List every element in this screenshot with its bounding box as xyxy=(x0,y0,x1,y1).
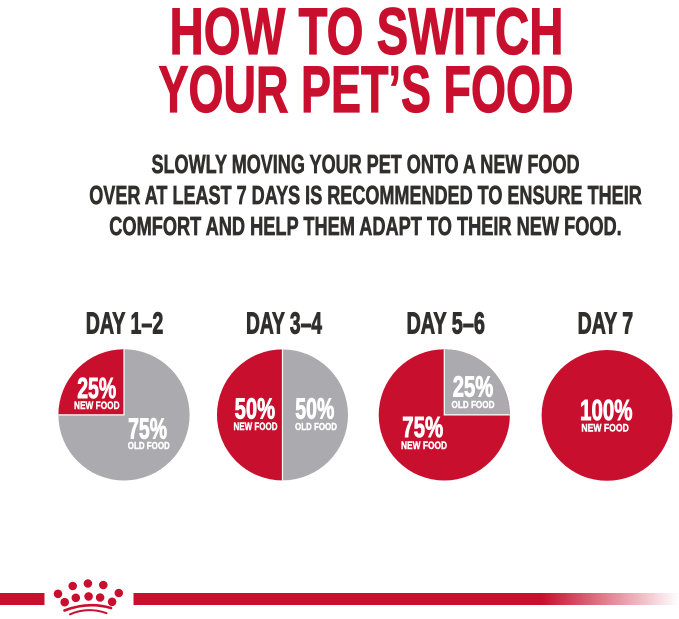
svg-text:DAY 5–6: DAY 5–6 xyxy=(406,307,485,341)
svg-text:OLD FOOD: OLD FOOD xyxy=(295,421,337,433)
svg-text:50%: 50% xyxy=(235,393,276,425)
svg-text:100%: 100% xyxy=(580,395,633,427)
svg-text:HOW TO SWITCH: HOW TO SWITCH xyxy=(170,0,564,68)
svg-text:SLOWLY MOVING YOUR PET ONTO A: SLOWLY MOVING YOUR PET ONTO A NEW FOOD xyxy=(152,149,580,179)
svg-text:DAY 1–2: DAY 1–2 xyxy=(86,307,164,341)
svg-text:COMFORT AND HELP THEM ADAPT TO: COMFORT AND HELP THEM ADAPT TO THEIR NEW… xyxy=(109,211,621,241)
svg-text:OLD FOOD: OLD FOOD xyxy=(452,399,495,411)
svg-text:DAY 3–4: DAY 3–4 xyxy=(246,307,322,341)
svg-text:OLD FOOD: OLD FOOD xyxy=(128,440,170,452)
svg-text:NEW FOOD: NEW FOOD xyxy=(74,400,120,412)
svg-text:75%: 75% xyxy=(402,412,443,444)
svg-text:DAY 7: DAY 7 xyxy=(578,307,634,341)
svg-text:25%: 25% xyxy=(77,373,116,405)
svg-text:75%: 75% xyxy=(128,414,167,446)
svg-text:NEW FOOD: NEW FOOD xyxy=(581,422,629,434)
svg-text:25%: 25% xyxy=(453,371,494,403)
svg-text:OVER AT LEAST 7 DAYS IS RECOMM: OVER AT LEAST 7 DAYS IS RECOMMENDED TO E… xyxy=(89,180,642,210)
svg-text:50%: 50% xyxy=(295,393,334,425)
svg-text:NEW FOOD: NEW FOOD xyxy=(401,440,447,452)
svg-text:YOUR PET’S FOOD: YOUR PET’S FOOD xyxy=(159,52,574,126)
svg-text:NEW FOOD: NEW FOOD xyxy=(234,421,278,433)
